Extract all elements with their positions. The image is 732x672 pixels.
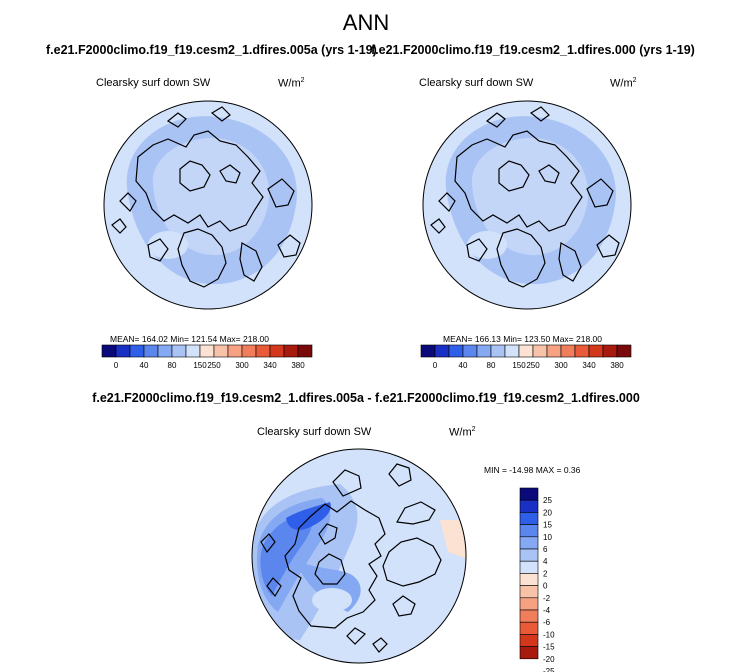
diff-title: f.e21.F2000climo.f19_f19.cesm2_1.dfires.…: [92, 391, 640, 405]
colorbar-b-box: [588, 344, 604, 358]
colorbar-diff-box: [519, 573, 539, 586]
colorbar-b-box: [518, 344, 534, 358]
colorbar-diff-box: [519, 621, 539, 635]
colorbar-b-tick-label: 150: [512, 361, 526, 370]
colorbar-b-tick-label: 40: [459, 361, 468, 370]
colorbar-b-tick-label: 0: [433, 361, 438, 370]
colorbar-diff-box: [519, 536, 539, 550]
panel-b-stats: MEAN= 166.13 Min= 123.50 Max= 218.00: [443, 334, 603, 344]
colorbar-a-box: [297, 344, 313, 358]
colorbar-a-box: [269, 344, 285, 358]
case-a-title: f.e21.F2000climo.f19_f19.cesm2_1.dfires.…: [46, 43, 377, 57]
colorbar-diff-tick-label: 6: [543, 545, 548, 554]
case-b-title: f.e21.F2000climo.f19_f19.cesm2_1.dfires.…: [371, 43, 695, 57]
colorbar-a-box: [241, 344, 257, 358]
colorbar-b-tick-label: 380: [610, 361, 624, 370]
colorbar-diff-tick-label: -25: [543, 667, 555, 672]
colorbar-diff-tick-label: -4: [543, 606, 551, 615]
panel-diff-map: [251, 448, 467, 664]
colorbar-diff-box: [519, 548, 539, 562]
colorbar-diff-box: [519, 609, 539, 623]
colorbar-diff-box: [519, 634, 539, 647]
colorbar-b-tick-label: 340: [582, 361, 596, 370]
panel-b-map: [422, 100, 632, 310]
colorbar-b-box: [434, 344, 450, 358]
colorbar-diff-box: [519, 499, 539, 513]
colorbar-diff-tick-label: 10: [543, 533, 552, 542]
colorbar-b-box: [602, 344, 618, 358]
colorbar-a-box: [283, 344, 299, 358]
panel-a-map: [103, 100, 313, 310]
colorbar-a-box: [185, 344, 201, 358]
colorbar-diff-box: [519, 524, 539, 538]
colorbar-b-box: [476, 344, 492, 358]
colorbar-diff-tick-label: -20: [543, 655, 555, 664]
colorbar-a-box: [129, 344, 145, 358]
panel-a-units: W/m2: [278, 77, 305, 90]
colorbar-a-tick-label: 80: [168, 361, 177, 370]
colorbar-b-box: [490, 344, 506, 358]
colorbar-diff-tick-label: 15: [543, 521, 552, 530]
colorbar-a-box: [199, 344, 215, 358]
colorbar-a-tick-label: 40: [140, 361, 149, 370]
colorbar-b: 0 40 80 150 250 300 340 380: [420, 344, 632, 370]
colorbar-diff-tick-label: -6: [543, 618, 551, 627]
colorbar-a-box: [255, 344, 271, 358]
colorbar-diff-box: [519, 560, 539, 574]
colorbar-b-box: [616, 344, 632, 358]
colorbar-diff-tick-label: 25: [543, 496, 552, 505]
colorbar-diff-tick-label: -2: [543, 594, 551, 603]
colorbar-b-box: [574, 344, 590, 358]
panel-diff-label: Clearsky surf down SW: [257, 426, 372, 438]
colorbar-diff-tick-label: 0: [543, 582, 548, 591]
colorbar-a-tick-label: 340: [263, 361, 277, 370]
colorbar-b-tick-label: 80: [487, 361, 496, 370]
colorbar-diff-box: [519, 487, 539, 501]
panel-diff-units: W/m2: [449, 426, 476, 439]
colorbar-diff-box: [519, 646, 539, 660]
colorbar-a-box: [171, 344, 187, 358]
colorbar-diff-box: [519, 585, 539, 599]
colorbar-b-box: [462, 344, 478, 358]
colorbar-b-box: [546, 344, 562, 358]
colorbar-diff-tick-label: 2: [543, 569, 548, 578]
colorbar-b-box: [448, 344, 464, 358]
panel-diff-stats: MIN = -14.98 MAX = 0.36: [484, 465, 581, 475]
colorbar-a-box: [115, 344, 131, 358]
colorbar-a-box: [227, 344, 243, 358]
colorbar-a-tick-label: 380: [291, 361, 305, 370]
colorbar-diff-box: [519, 597, 539, 611]
season-title: ANN: [342, 10, 390, 35]
colorbar-diff-tick-label: -10: [543, 630, 555, 639]
colorbar-b-tick-label: 250: [526, 361, 540, 370]
panel-b-units: W/m2: [610, 77, 637, 90]
colorbar-a-tick-label: 250: [207, 361, 221, 370]
colorbar-a-tick-label: 150: [193, 361, 207, 370]
colorbar-b-box: [532, 344, 548, 358]
colorbar-b-box: [420, 344, 436, 358]
panel-a-stats: MEAN= 164.02 Min= 121.54 Max= 218.00: [110, 334, 270, 344]
colorbar-b-box: [504, 344, 520, 358]
colorbar-b-box: [560, 344, 576, 358]
colorbar-a-tick-label: 0: [114, 361, 119, 370]
colorbar-a-box: [157, 344, 173, 358]
panel-b-label: Clearsky surf down SW: [419, 77, 534, 89]
colorbar-diff-box: [519, 512, 539, 525]
colorbar-a-box: [213, 344, 229, 358]
colorbar-diff-tick-label: 20: [543, 508, 552, 517]
panel-a-label: Clearsky surf down SW: [96, 77, 211, 89]
colorbar-b-tick-label: 300: [554, 361, 568, 370]
colorbar-diff-tick-label: 4: [543, 557, 548, 566]
colorbar-a: 0 40 80 150 250 300 340 380: [101, 344, 313, 370]
colorbar-diff-tick-label: -15: [543, 643, 555, 652]
colorbar-a-tick-label: 300: [235, 361, 249, 370]
colorbar-a-box: [143, 344, 159, 358]
colorbar-a-box: [101, 344, 117, 358]
